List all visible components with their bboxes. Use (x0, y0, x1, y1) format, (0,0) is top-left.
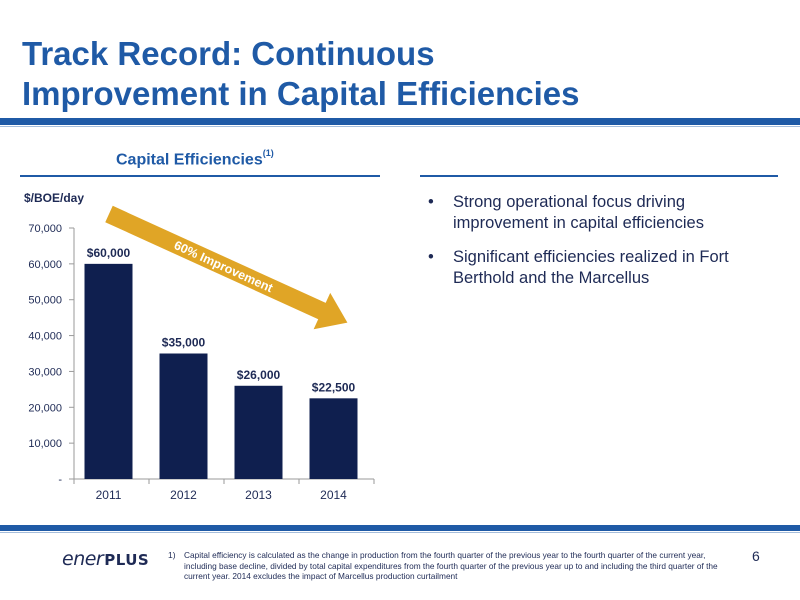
bar-2011 (84, 263, 133, 479)
title-divider-thin (0, 126, 800, 127)
data-label-2012: $35,000 (162, 336, 206, 350)
x-tick-label: 2013 (245, 488, 272, 502)
bullet-list: • Strong operational focus driving improv… (428, 192, 778, 302)
capital-efficiency-chart: $/BOE/day - 10,000 20,000 30,000 40,000 50,000… (24, 191, 375, 502)
footer-divider-thin (0, 532, 800, 533)
arrow-shaft (105, 205, 330, 321)
data-label-2014: $22,500 (312, 380, 356, 394)
bar-2014 (309, 398, 358, 479)
y-axis-label: $/BOE/day (24, 191, 84, 205)
bullet-text: Significant efficiencies realized in For… (453, 248, 729, 287)
title-divider (0, 118, 800, 125)
y-tick-label: 50,000 (28, 295, 62, 307)
x-tick-label: 2011 (96, 488, 122, 502)
bar-2013 (234, 385, 283, 479)
footnote-number: 1) (168, 550, 176, 560)
data-label-2013: $26,000 (237, 368, 281, 382)
data-label-2011: $60,000 (87, 246, 131, 260)
bullet-item: • Significant efficiencies realized in Fo… (428, 247, 778, 289)
y-tick-label: 10,000 (28, 438, 62, 450)
x-tick-label: 2014 (320, 488, 347, 502)
x-tick-label: 2012 (170, 488, 197, 502)
enerplus-logo: enerPLUS (62, 548, 150, 570)
footnote-text: Capital efficiency is calculated as the … (184, 550, 718, 581)
improvement-arrow: 60% Improvement (105, 205, 348, 330)
page-number: 6 (752, 548, 760, 564)
bar-2012 (159, 353, 208, 479)
y-tick-label: 20,000 (28, 402, 62, 414)
y-tick-label: 30,000 (28, 366, 62, 378)
footer-divider (0, 525, 800, 531)
arrow-head (313, 292, 348, 330)
chart-heading: Capital Efficiencies(1) (116, 148, 274, 169)
y-tick-label: - (58, 474, 62, 486)
bullets-divider (420, 175, 778, 177)
arrow-annotation: 60% Improvement (172, 238, 276, 295)
chart-heading-divider (20, 175, 380, 177)
bullet-dot-icon: • (428, 248, 434, 266)
y-tick-label: 70,000 (28, 223, 62, 235)
bullet-dot-icon: • (428, 193, 434, 211)
y-tick-label: 40,000 (28, 331, 62, 343)
bullet-item: • Strong operational focus driving improv… (428, 192, 778, 234)
chart-heading-text: Capital Efficiencies (116, 151, 263, 169)
slide-title: Track Record: Continuous Improvement in … (22, 35, 580, 112)
bullet-text: Strong operational focus driving improve… (453, 193, 704, 232)
y-tick-label: 60,000 (28, 259, 62, 271)
chart-heading-footnote-ref: (1) (262, 148, 274, 158)
